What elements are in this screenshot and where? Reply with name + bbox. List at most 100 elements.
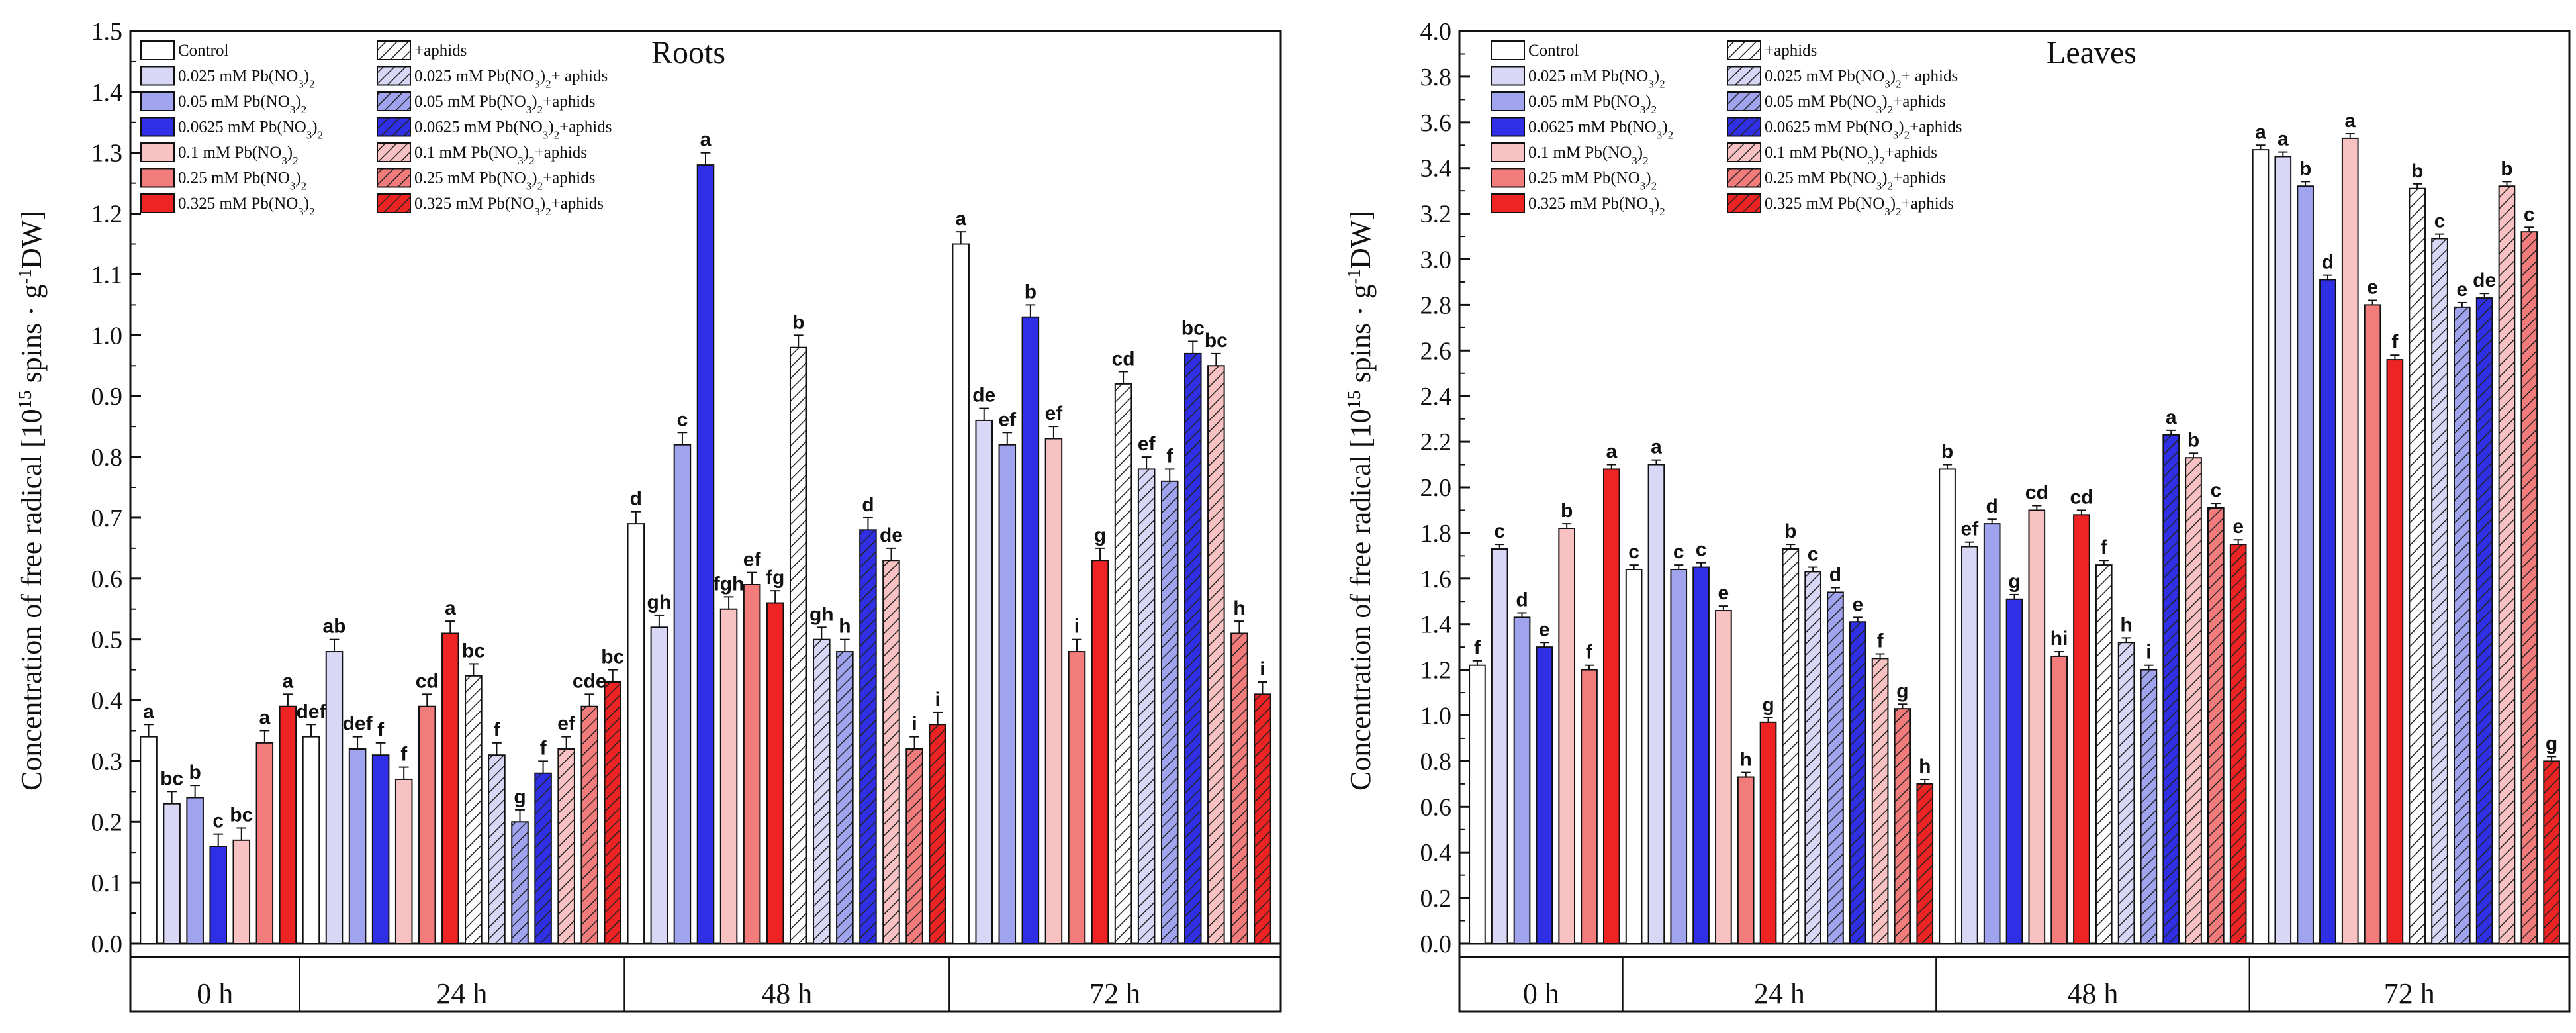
significance-letter: c [677,409,688,430]
roots-panel: 0.0 0.1 0.2 0.3 0.4 0.5 0.6 0.7 0.8 0.9 1.0 1.1 1.2 1… [15,18,1282,1013]
y-tick-label: 1.4 [1420,611,1452,639]
bar [2498,185,2516,944]
significance-letter: b [189,762,201,783]
y-tick-label: 0.4 [1420,839,1452,867]
significance-letter: cd [2070,486,2093,508]
bar [1871,658,1889,944]
legend-swatch [1491,117,1525,137]
legend-swatch [140,193,175,213]
legend-swatch [377,40,411,60]
bar [1207,365,1225,944]
significance-letter: g [1896,680,1908,702]
legend-label: 0.05 mM Pb(NO3)2+aphids [1765,93,1945,116]
significance-letter: cd [2025,482,2048,504]
time-label: 0 h [1523,977,1559,1010]
y-tick-label: 0.7 [91,505,123,532]
legend-swatch [1727,193,1761,213]
legend-label: 0.025 mM Pb(NO3)2+ aphids [1765,68,1958,91]
significance-letter: de [972,385,995,407]
bar [232,839,251,944]
bar [1491,548,1508,944]
bar [1759,721,1777,944]
significance-letter: a [955,208,966,230]
legend-label: 0.1 mM Pb(NO3)2 [178,144,299,167]
significance-letter: b [1941,441,1953,463]
significance-letter: c [2211,479,2222,501]
legend-label: 0.325 mM Pb(NO3)2+aphids [414,195,604,218]
legend-swatch [1727,168,1761,188]
bar [2386,359,2404,944]
time-label: 72 h [2384,977,2435,1010]
y-axis-title: Concentration of free radical [1015 spin… [15,211,48,791]
bar [719,608,738,944]
significance-letter: h [1919,756,1931,777]
bar [279,705,297,944]
y-tick-label: 4.0 [1420,18,1452,46]
y-tick-label: 1.4 [91,79,123,107]
y-tick-label: 0.9 [91,383,123,411]
significance-letter: c [2434,211,2446,232]
bar [2185,457,2202,944]
legend-label: 0.025 mM Pb(NO3)2 [1528,68,1665,91]
legend-swatch [1491,91,1525,111]
bar [1602,468,1620,944]
bar [696,164,715,944]
bar [1536,646,1553,945]
significance-letter: e [2456,279,2467,301]
bar [557,748,575,944]
y-tick-label: 0.5 [91,626,123,654]
y-tick-label: 0.1 [91,869,123,897]
bar [1894,708,1911,945]
legend-swatch [140,117,175,137]
legend-swatch [1727,66,1761,86]
significance-letter: cd [1112,348,1135,369]
bar [1160,480,1179,944]
significance-letter: f [540,737,547,759]
y-tick-label: 0.6 [1420,793,1452,821]
leaves-panel: 0.0 0.2 0.4 0.6 0.8 1.0 1.2 1.4 1.6 1.8 2.0 2.2 2.4 2… [1344,18,2571,1013]
significance-letter: fgh [713,573,745,595]
y-tick-label: 0.8 [91,444,123,471]
significance-letter: ab [323,616,346,638]
legend-label: 0.1 mM Pb(NO3)2+aphids [1765,144,1937,167]
significance-letter: cd [416,670,439,692]
significance-letter: i [935,689,940,711]
y-axis-title: Concentration of free radical [1015 spin… [1344,211,1377,791]
significance-letter: c [2524,203,2535,225]
legend-swatch [140,168,175,188]
y-tick-label: 0.0 [91,930,123,958]
significance-letter: a [2166,407,2177,428]
y-tick-label: 1.5 [91,18,123,46]
y-tick-label: 0.6 [91,566,123,593]
legend-swatch [1491,40,1525,60]
legend-swatch [377,193,411,213]
y-tick-label: 1.2 [91,201,123,228]
legend-swatch [1491,142,1525,162]
legend-label: +aphids [1765,42,1817,60]
bar [1513,616,1531,944]
significance-letter: c [212,811,224,832]
legend-swatch [140,91,175,111]
significance-letter: ef [743,549,762,571]
legend-label: 0.1 mM Pb(NO3)2+aphids [414,144,587,167]
bar [186,797,204,945]
bar [348,748,367,944]
bar [2475,297,2493,944]
bar [1137,468,1156,944]
y-tick-label: 0.2 [91,809,123,836]
bar [465,675,483,945]
bar [394,778,413,944]
significance-letter: d [1986,495,1998,517]
significance-letter: f [2101,536,2108,558]
significance-letter: h [1233,597,1245,619]
significance-letter: f [1474,637,1481,659]
bar [441,632,459,944]
bar [2453,306,2471,945]
legend-swatch [1491,66,1525,86]
significance-letter: b [2501,158,2512,179]
significance-letter: i [1260,658,1265,680]
significance-letter: a [143,701,154,722]
significance-letter: d [1516,589,1528,611]
significance-letter: gh [809,603,834,625]
